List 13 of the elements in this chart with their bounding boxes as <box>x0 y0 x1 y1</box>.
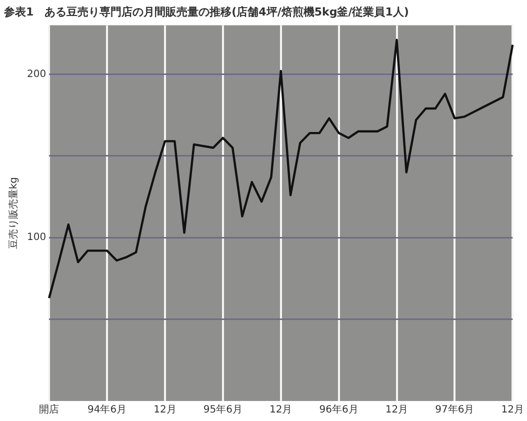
x-tick-label: 12月 <box>154 404 176 416</box>
chart-title: 参表1 ある豆売り専門店の月間販売量の推移(店舗4坪/焙煎機5kg釜/従業員1人) <box>3 5 409 18</box>
y-tick-label: 100 <box>26 232 46 244</box>
y-axis-title: 豆売り販売量kg <box>8 177 20 250</box>
x-tick-label: 12月 <box>269 404 292 416</box>
x-tick-label: 12月 <box>501 404 524 416</box>
x-tick-label: 97年6月 <box>435 404 474 416</box>
x-tick-label: 94年6月 <box>87 404 127 416</box>
x-tick-label: 12月 <box>385 404 408 416</box>
x-tick-label: 開店 <box>39 404 60 416</box>
x-tick-label: 95年6月 <box>203 404 242 416</box>
y-tick-label: 200 <box>26 68 46 80</box>
x-tick-label: 96年6月 <box>319 404 358 416</box>
